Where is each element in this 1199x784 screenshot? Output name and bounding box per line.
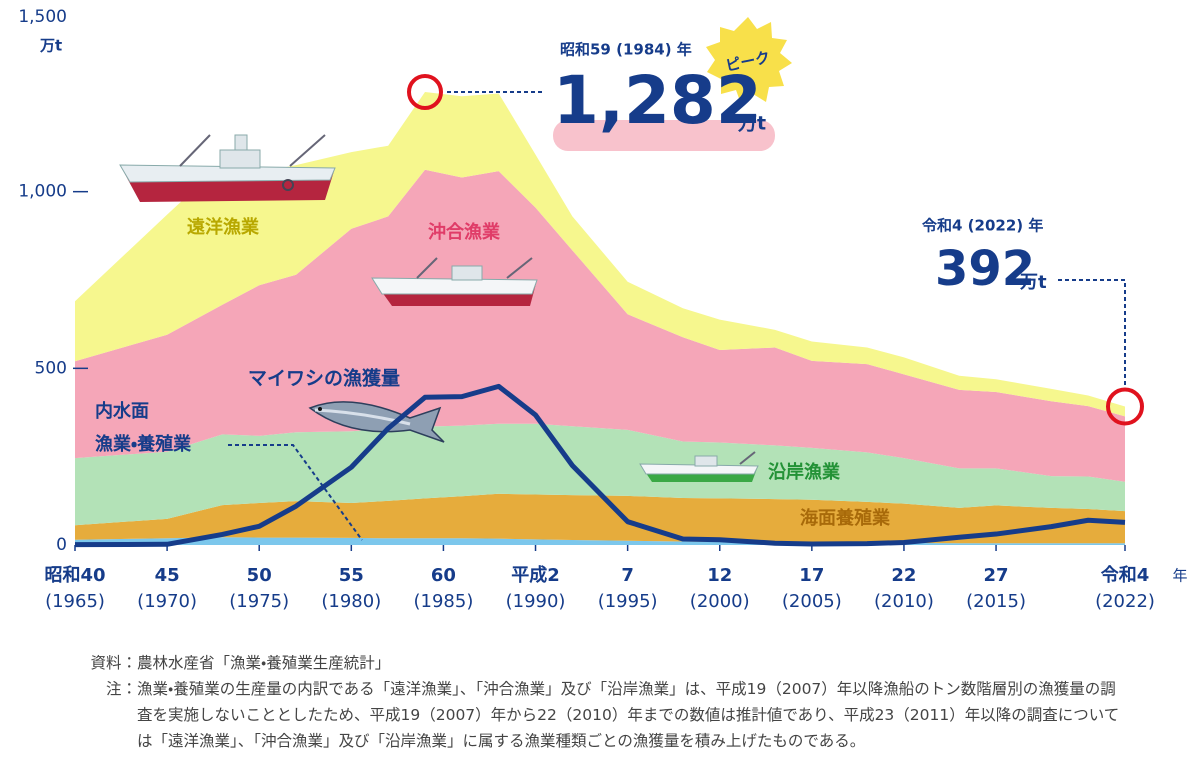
x-tick-year: (2005): [782, 591, 842, 612]
x-unit: 年: [1172, 567, 1187, 585]
x-tick-year: (2022): [1095, 591, 1155, 612]
area: [75, 92, 1125, 417]
y-tick-label: 0: [56, 535, 67, 555]
ship-icon: [371, 257, 538, 306]
x-tick-year: (2010): [874, 591, 934, 612]
x-tick-year: (1990): [506, 591, 566, 612]
annotation-year: 昭和59 (1984) 年: [560, 41, 692, 59]
sardine-line: [74, 383, 1126, 548]
leader-line: [228, 444, 363, 541]
x-tick-year: (2000): [690, 591, 750, 612]
source-text: 農林水産省「漁業・養殖業生産統計」: [137, 654, 391, 672]
source-row: 資料： 農林水産省「漁業・養殖業生産統計」: [85, 650, 1125, 676]
x-tick-year: (1995): [598, 591, 658, 612]
source-label: 資料：: [90, 654, 137, 672]
note-row: 注： 漁業・養殖業の生産量の内訳である「遠洋漁業」、「沖合漁業」及び「沿岸漁業」…: [85, 676, 1125, 754]
series-label: 沿岸漁業: [768, 461, 841, 483]
y-tick-label: 1,000: [18, 182, 67, 202]
leader-line: [1058, 279, 1126, 387]
annotation-year: 令和4 (2022) 年: [922, 217, 1043, 235]
x-tick-label: 昭和40: [44, 565, 105, 586]
x-tick-year: (1975): [229, 591, 289, 612]
x-tick-label: 60: [431, 565, 456, 586]
value-highlight: [553, 120, 775, 151]
x-tick-year: (2015): [966, 591, 1026, 612]
peak-badge: [706, 17, 792, 104]
series-label: マイワシの漁獲量: [248, 367, 400, 390]
ship-icon: [639, 451, 759, 482]
area: [75, 423, 1125, 526]
series-label: 漁業・養殖業: [95, 433, 192, 455]
x-tick-label: 17: [799, 565, 824, 586]
series-label: 遠洋漁業: [187, 216, 260, 238]
x-tick-label: 27: [984, 565, 1009, 586]
x-tick-year: (1985): [413, 591, 473, 612]
ship-icon: [119, 134, 336, 202]
annotation-unit: 万t: [737, 113, 766, 135]
series-label: 内水面: [95, 400, 149, 422]
x-tick-label: 令和4: [1101, 564, 1150, 586]
note-label: 注：: [105, 680, 137, 698]
series-label: 沖合漁業: [428, 221, 501, 243]
fish-icon: [308, 401, 445, 443]
annotation-value: 392: [935, 241, 1035, 297]
y-tick-label: 1,500: [18, 7, 67, 27]
chart: 0 500 1,000 1,500 万t 昭和40 (1965) 45 (1970) 50 (197…: [18, 7, 1187, 612]
annotation-value: 1,282: [553, 62, 762, 139]
annotation-unit: 万t: [1019, 272, 1047, 293]
x-tick-year: (1970): [137, 591, 197, 612]
x-tick-label: 22: [891, 565, 916, 586]
series-label: 海面養殖業: [800, 507, 891, 529]
note-text: 漁業・養殖業の生産量の内訳である「遠洋漁業」、「沖合漁業」及び「沿岸漁業」は、平…: [137, 680, 1120, 750]
x-tick-year: (1965): [45, 591, 105, 612]
x-tick-label: 12: [707, 565, 732, 586]
x-tick-label: 55: [339, 565, 364, 586]
x-tick-label: 平成2: [511, 564, 560, 586]
x-tick-label: 45: [155, 565, 180, 586]
end-marker: [1106, 387, 1144, 426]
x-tick-label: 50: [247, 565, 272, 586]
x-tick-label: 7: [621, 565, 634, 586]
peak-marker: [407, 74, 443, 111]
notes: 資料： 農林水産省「漁業・養殖業生産統計」 注： 漁業・養殖業の生産量の内訳であ…: [85, 650, 1125, 754]
y-unit: 万t: [39, 37, 62, 55]
x-tick-year: (1980): [321, 591, 381, 612]
y-tick-label: 500: [35, 358, 67, 378]
